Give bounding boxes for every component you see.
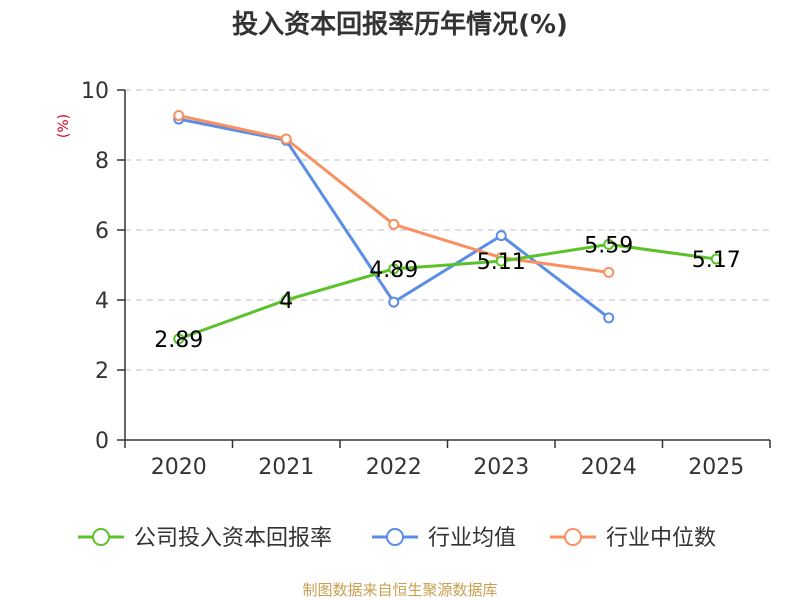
data-point-2-2024[interactable]: [603, 266, 615, 278]
x-tick-label-2023: 2023: [473, 455, 529, 480]
data-labels: 2.89 4 4.89 5.11 5.59 5.17: [154, 233, 740, 353]
data-label-2022: 4.89: [369, 258, 418, 283]
legend-swatch-marker: [564, 528, 582, 546]
legend-label: 行业均值: [428, 526, 516, 551]
y-tick-label-8: 8: [95, 149, 109, 174]
chart-title: 投入资本回报率历年情况(%): [232, 9, 568, 40]
data-point-0-2024[interactable]: [603, 238, 615, 250]
data-point-1-2022[interactable]: [388, 296, 400, 308]
legend-item-1[interactable]: 行业均值: [372, 526, 516, 551]
data-point-1-2024[interactable]: [603, 312, 615, 324]
legend-item-0[interactable]: 公司投入资本回报率: [78, 526, 332, 551]
data-point-0-2025[interactable]: [710, 253, 722, 265]
data-point-0-2021[interactable]: [280, 294, 292, 306]
x-tick-label-2022: 2022: [366, 455, 422, 480]
x-tick-label-2025: 2025: [688, 455, 744, 480]
data-point-2-2020[interactable]: [173, 110, 185, 122]
source-note: 制图数据来自恒生聚源数据库: [302, 581, 497, 599]
y-tick-label-6: 6: [95, 219, 109, 244]
legend-item-2[interactable]: 行业中位数: [550, 526, 716, 551]
data-point-0-2022[interactable]: [388, 263, 400, 275]
data-point-1-2023[interactable]: [495, 230, 507, 242]
series-line-2: [178, 114, 609, 274]
axes: 0 2 4 6 8 10 2020 2021 2022 2023 2024 2025: [81, 79, 771, 480]
data-point-2-2021[interactable]: [280, 133, 292, 145]
series-line-1: [178, 117, 610, 320]
data-point-0-2023[interactable]: [495, 255, 507, 267]
legend-swatch-marker: [386, 528, 404, 546]
x-tick-label-2024: 2024: [581, 455, 637, 480]
y-axis-label: (%): [56, 114, 72, 138]
y-tick-label-2: 2: [95, 359, 109, 384]
legend-label: 行业中位数: [606, 526, 716, 551]
y-tick-label-10: 10: [81, 79, 109, 104]
data-label-2025: 5.17: [692, 248, 741, 273]
data-label-2020: 2.89: [154, 328, 203, 353]
series-line-0: [178, 242, 717, 341]
x-tick-label-2020: 2020: [151, 455, 207, 480]
data-label-2023: 5.11: [477, 250, 526, 275]
y-tick-label-4: 4: [95, 289, 109, 314]
y-tick-label-0: 0: [95, 429, 109, 454]
data-label-2024: 5.59: [584, 233, 633, 258]
legend-label: 公司投入资本回报率: [134, 526, 332, 551]
data-point-0-2020[interactable]: [173, 333, 185, 345]
series-layer: [173, 110, 722, 345]
series-2: [173, 110, 615, 278]
data-label-2021: 4: [279, 289, 293, 314]
x-tick-label-2021: 2021: [258, 455, 314, 480]
series-1: [173, 113, 615, 324]
gridlines: [125, 89, 770, 371]
series-0: [173, 238, 722, 345]
legend: 公司投入资本回报率 行业均值 行业中位数: [78, 526, 716, 551]
legend-swatch-marker: [92, 528, 110, 546]
data-point-2-2022[interactable]: [388, 218, 400, 230]
